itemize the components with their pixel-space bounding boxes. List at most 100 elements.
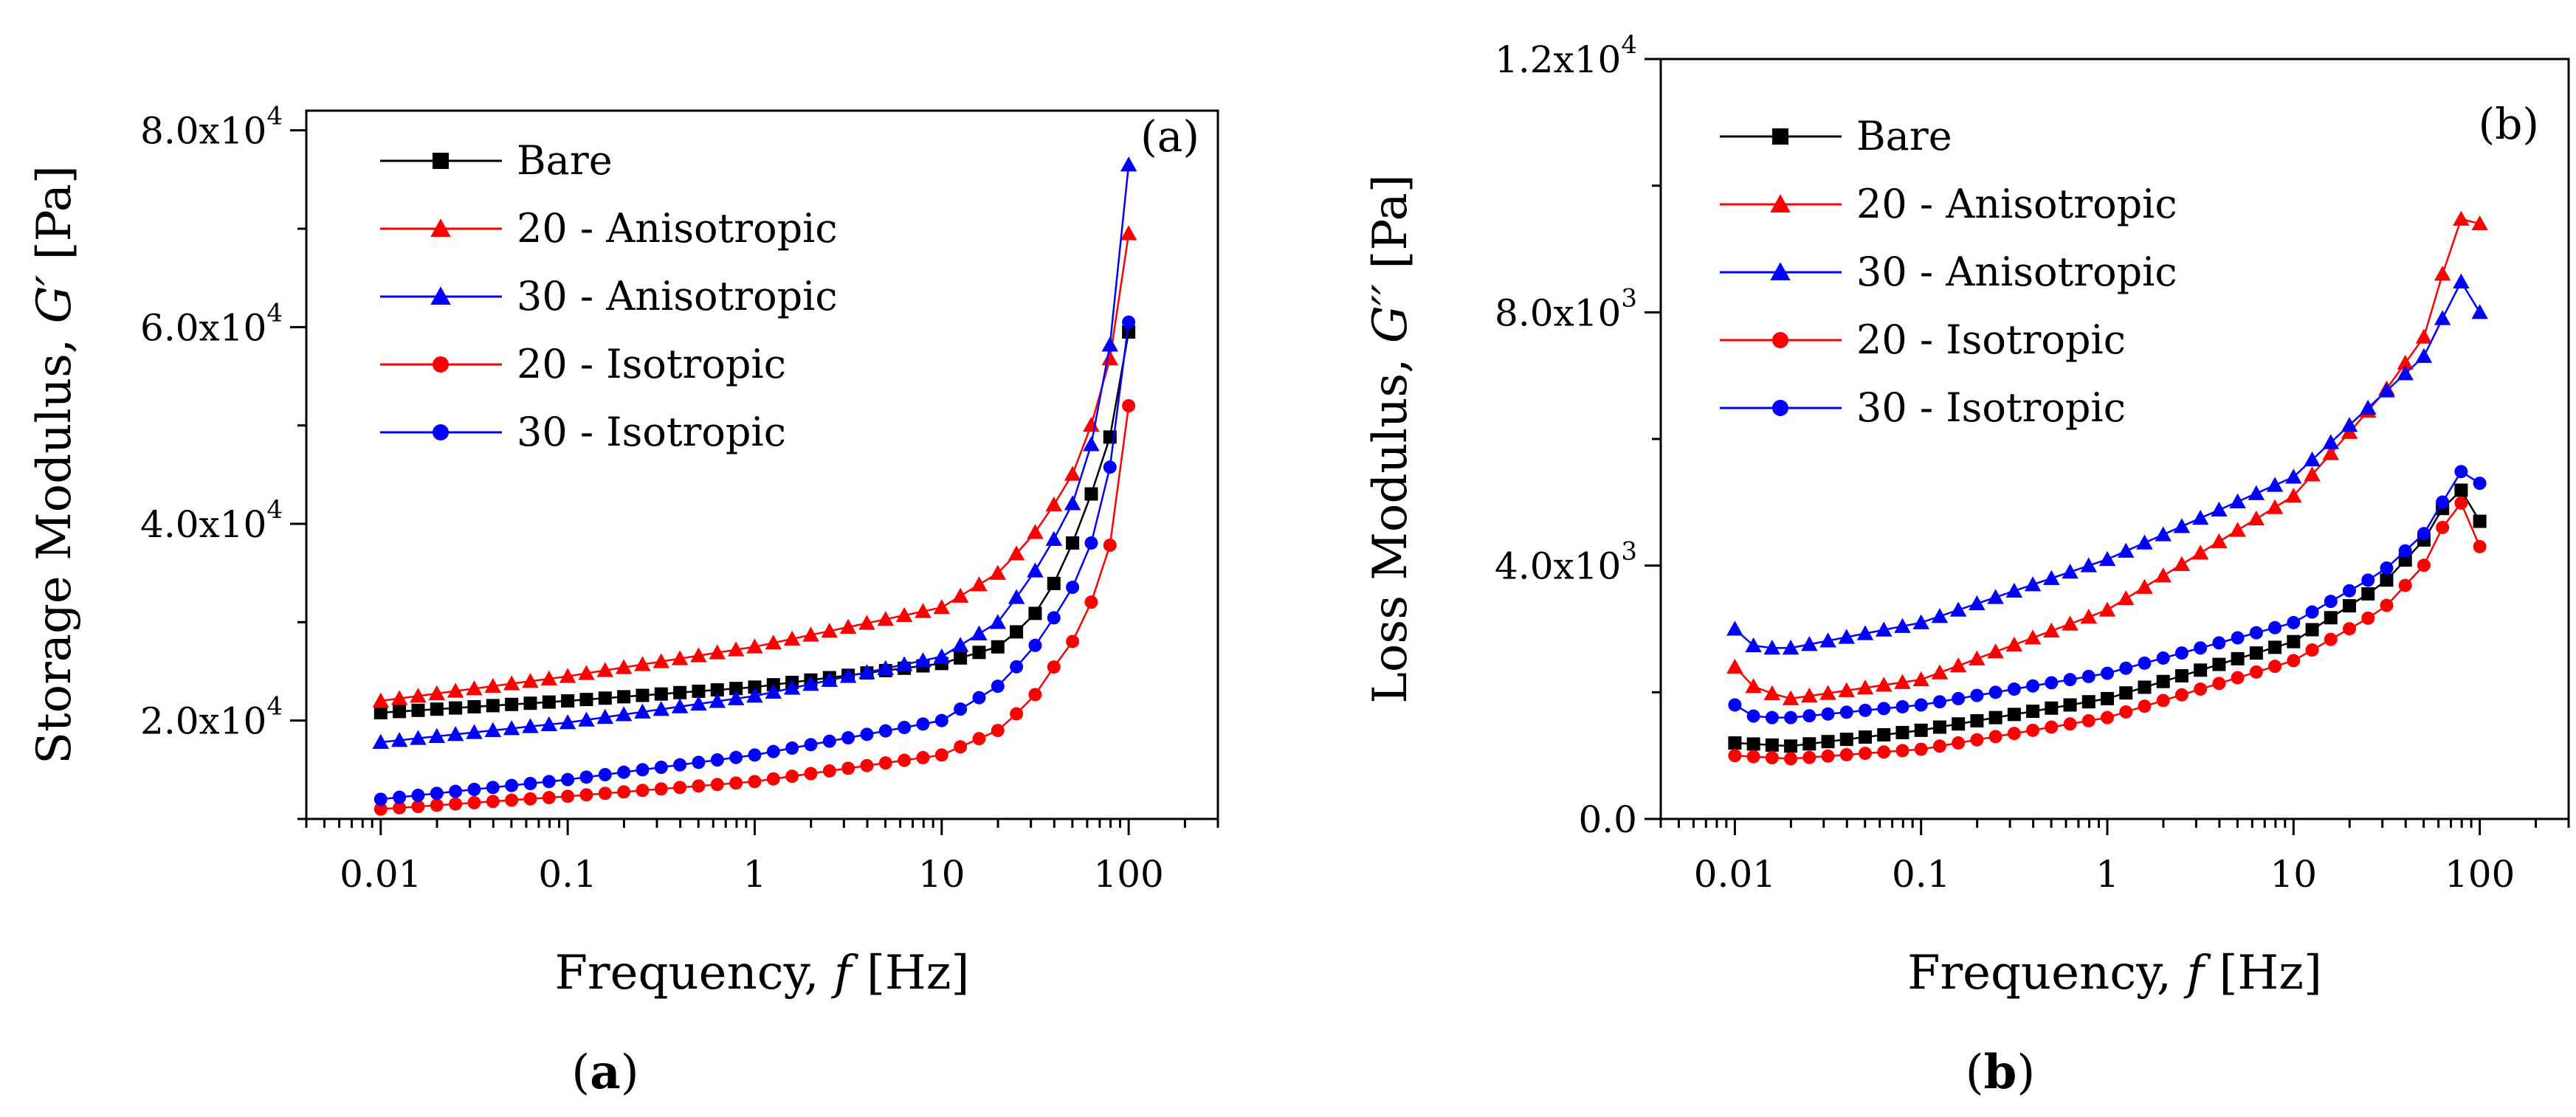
data-point xyxy=(934,713,948,727)
data-point xyxy=(1784,752,1798,766)
data-point xyxy=(1122,315,1136,329)
data-point xyxy=(1839,733,1853,747)
data-point xyxy=(449,797,463,811)
data-point xyxy=(765,634,782,650)
data-point xyxy=(2045,720,2059,734)
data-point xyxy=(2062,615,2079,631)
data-point xyxy=(1801,636,1818,651)
data-point xyxy=(1895,725,1909,739)
data-point xyxy=(1008,545,1025,561)
data-point xyxy=(2322,434,2340,449)
data-point xyxy=(2138,699,2152,713)
x-tick-label: 1 xyxy=(743,853,767,896)
data-point xyxy=(673,685,687,699)
data-point xyxy=(1010,707,1024,721)
legend-marker xyxy=(433,356,449,373)
data-point xyxy=(1745,637,1762,653)
data-point xyxy=(2417,558,2431,573)
series-30-anisotropic xyxy=(1726,273,2488,655)
data-point xyxy=(2098,601,2116,617)
data-point xyxy=(1912,671,1929,687)
data-point xyxy=(484,677,502,693)
data-point xyxy=(2174,688,2188,702)
data-point xyxy=(1745,678,1762,694)
data-point xyxy=(486,699,500,713)
data-point xyxy=(1875,621,1893,637)
data-point xyxy=(596,708,614,725)
data-point xyxy=(559,714,576,730)
data-point xyxy=(934,748,948,762)
data-point xyxy=(1066,536,1080,550)
data-point xyxy=(2045,676,2059,690)
data-point xyxy=(411,800,425,814)
data-point xyxy=(766,744,780,758)
data-point xyxy=(561,772,575,786)
data-point xyxy=(2398,578,2412,592)
data-point xyxy=(2005,636,2023,651)
y-tick-exponent: 4 xyxy=(266,495,283,525)
data-point xyxy=(1746,709,1760,723)
data-point xyxy=(540,716,558,731)
data-point xyxy=(710,753,724,767)
data-point xyxy=(2454,483,2468,497)
data-point xyxy=(1802,737,1816,751)
y-axis-title: Loss Modulus, G′′ [Pa] xyxy=(1363,174,1418,703)
legend-marker xyxy=(1772,400,1788,416)
y-axis-title: Storage Modulus, G′ [Pa] xyxy=(27,165,82,764)
data-point xyxy=(878,724,892,738)
data-point xyxy=(410,730,427,745)
data-point xyxy=(2212,636,2226,650)
data-point xyxy=(1877,745,1891,759)
data-point xyxy=(411,789,425,802)
data-point xyxy=(2101,710,2115,725)
data-point xyxy=(393,800,407,815)
data-point xyxy=(1784,710,1798,725)
data-point xyxy=(2471,215,2488,231)
data-point xyxy=(1083,416,1100,432)
data-point xyxy=(804,738,818,752)
series-30-isotropic xyxy=(1728,465,2487,725)
y-tick-label: 4.0x104 xyxy=(140,495,283,546)
data-point xyxy=(2249,646,2263,660)
x-tick-label: 10 xyxy=(2270,853,2318,896)
data-point xyxy=(2341,417,2358,432)
data-point xyxy=(2026,705,2040,719)
data-point xyxy=(2248,510,2265,526)
data-point xyxy=(1726,658,1743,674)
data-point xyxy=(1066,581,1080,595)
data-point xyxy=(692,684,706,698)
data-point xyxy=(1122,399,1136,412)
data-point xyxy=(2378,382,2395,398)
data-point xyxy=(1875,677,1893,692)
data-point xyxy=(1084,536,1098,550)
data-point xyxy=(972,732,986,746)
data-point xyxy=(2062,564,2079,579)
data-point xyxy=(2305,605,2319,619)
data-point xyxy=(523,696,537,710)
data-point xyxy=(748,748,762,762)
data-point xyxy=(1103,539,1117,553)
series-20-isotropic xyxy=(373,399,1136,816)
data-point xyxy=(1028,688,1042,702)
data-point xyxy=(1763,640,1781,655)
data-point xyxy=(933,648,951,663)
data-point xyxy=(954,740,968,754)
data-point xyxy=(373,792,388,806)
data-point xyxy=(2380,561,2394,575)
data-point xyxy=(2322,445,2340,460)
data-point xyxy=(596,662,614,677)
legend-marker xyxy=(1770,262,1791,280)
caption-letter: a xyxy=(590,1045,620,1100)
data-point xyxy=(615,706,633,722)
data-point xyxy=(1047,611,1061,625)
data-point xyxy=(1931,608,1949,623)
data-point xyxy=(390,690,408,705)
data-point xyxy=(2007,727,2021,741)
data-point xyxy=(636,688,650,702)
data-point xyxy=(393,790,407,804)
y-tick-label: 0.0 xyxy=(1578,798,1637,841)
legend-marker xyxy=(430,286,451,305)
y-axis: 2.0x104 4.0x104 6.0x104 8.0x104 xyxy=(140,102,306,820)
data-point xyxy=(1949,601,1967,617)
legend: Bare 20 - Anisotropic 30 - Anisotropic 20 -… xyxy=(1720,113,2177,431)
